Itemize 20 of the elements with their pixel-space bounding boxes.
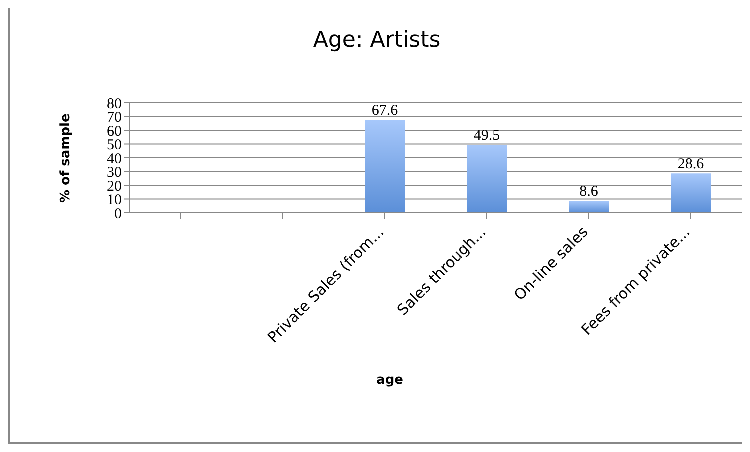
y-tick-label: 50 [107, 138, 122, 154]
data-label: 67.6 [372, 103, 399, 120]
y-tick-label: 80 [107, 96, 122, 112]
data-label: 49.5 [474, 128, 500, 144]
y-tick-label: 30 [107, 165, 122, 182]
y-tick-label: 40 [107, 151, 122, 168]
chart-title: Age: Artists [312, 28, 442, 53]
bar [365, 120, 405, 213]
x-axis-title: age [376, 373, 404, 388]
y-tick-label: 60 [107, 124, 122, 140]
y-tick-label: 70 [107, 110, 122, 126]
y-tick-label: 10 [107, 192, 122, 209]
y-tick-label: 0 [114, 206, 122, 222]
bar [467, 144, 507, 213]
data-label: 8.6 [580, 184, 599, 200]
data-label: 28.6 [678, 156, 705, 173]
y-axis-title: % of sample [58, 114, 74, 203]
y-tick-label: 20 [107, 178, 122, 195]
bar [569, 201, 609, 213]
bar [671, 174, 711, 213]
